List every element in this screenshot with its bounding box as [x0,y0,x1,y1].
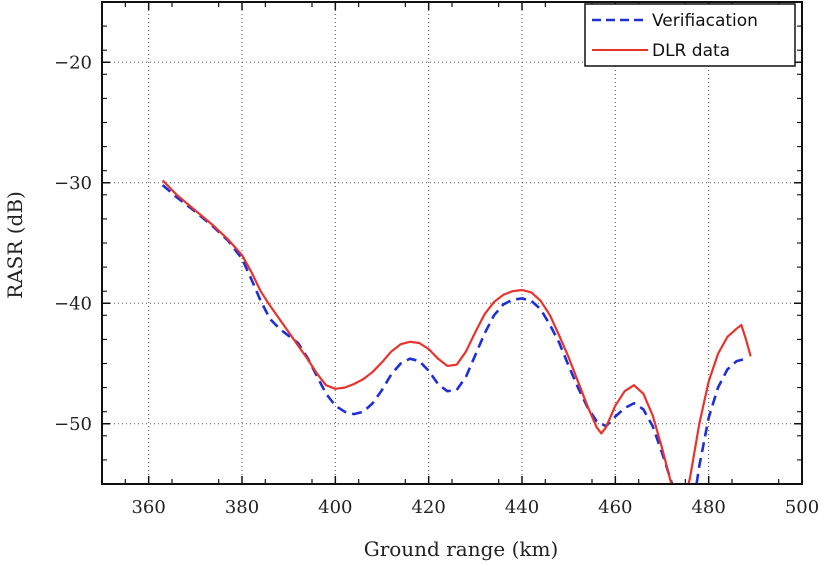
y-axis-title: RASR (dB) [3,191,27,299]
x-axis-title: Ground range (km) [364,537,559,561]
x-tick-label: 460 [598,497,632,518]
legend-label-dlr-data: DLR data [652,41,730,61]
y-tick-labels: −20 −30 −40 −50 [54,52,92,435]
y-tick-label: −20 [54,52,92,73]
x-tick-label: 440 [505,497,539,518]
legend: Verifiacation DLR data [584,3,796,67]
series-line-verifiacation [161,184,747,484]
grid [102,2,802,484]
y-tick-label: −30 [54,173,92,194]
ticks [102,1,803,485]
x-tick-label: 400 [318,497,352,518]
x-tick-label: 480 [691,497,725,518]
series-layer [161,179,752,484]
legend-box [584,3,796,67]
y-tick-label: −40 [54,293,92,314]
x-tick-label: 420 [411,497,445,518]
x-tick-label: 500 [785,497,819,518]
series-line-dlr-data [161,179,752,484]
x-tick-label: 380 [225,497,259,518]
legend-label-verifiacation: Verifiacation [652,11,758,31]
x-tick-labels: 360 380 400 420 440 460 480 500 [131,497,819,518]
x-tick-label: 360 [131,497,165,518]
y-tick-label: −50 [54,414,92,435]
